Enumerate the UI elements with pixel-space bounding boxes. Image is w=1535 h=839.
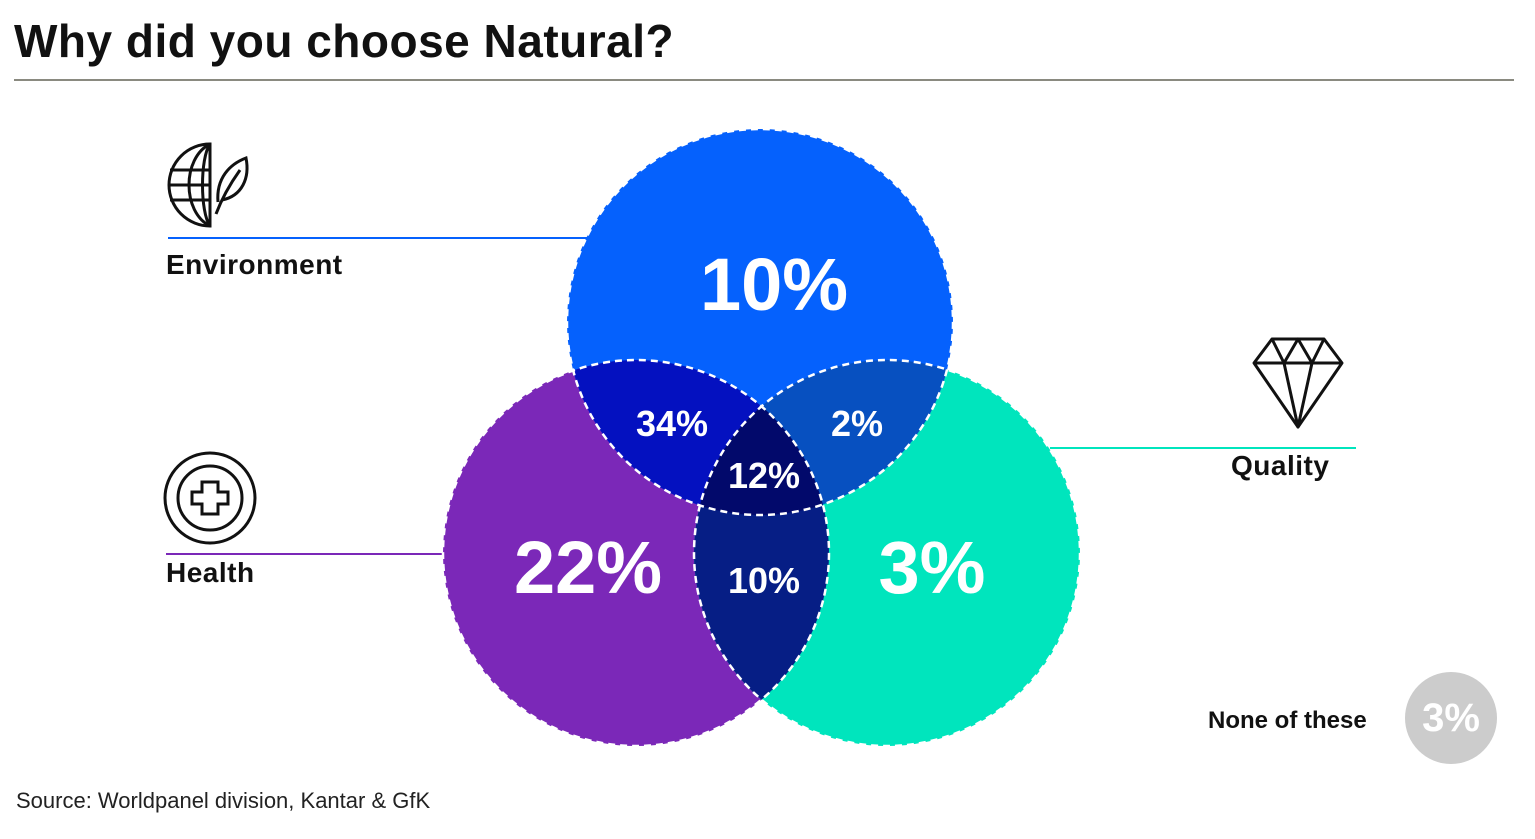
quality-outline [692,358,1082,748]
quality-label: Quality [1231,450,1330,481]
none-of-these-label: None of these [1208,707,1367,734]
quality-value: 3% [879,526,986,609]
health-quality-value: 10% [728,560,800,601]
environment-value: 10% [700,243,848,326]
health-outline [441,358,831,748]
environment-outline [565,127,955,517]
medical-cross-icon [163,451,257,545]
diamond-icon [1252,337,1344,429]
environment-quality-value: 2% [831,403,883,444]
all-three-value: 12% [728,455,800,496]
title-divider [14,79,1514,81]
environment-health-value: 34% [636,403,708,444]
environment-label: Environment [166,249,343,280]
none-of-these-badge: 3% [1405,672,1497,764]
globe-leaf-icon [167,142,249,228]
health-label: Health [166,557,255,588]
health-value: 22% [514,526,662,609]
all-three-overlap [694,360,829,515]
source-note: Source: Worldpanel division, Kantar & Gf… [16,788,431,813]
page-title: Why did you choose Natural? [14,15,675,67]
